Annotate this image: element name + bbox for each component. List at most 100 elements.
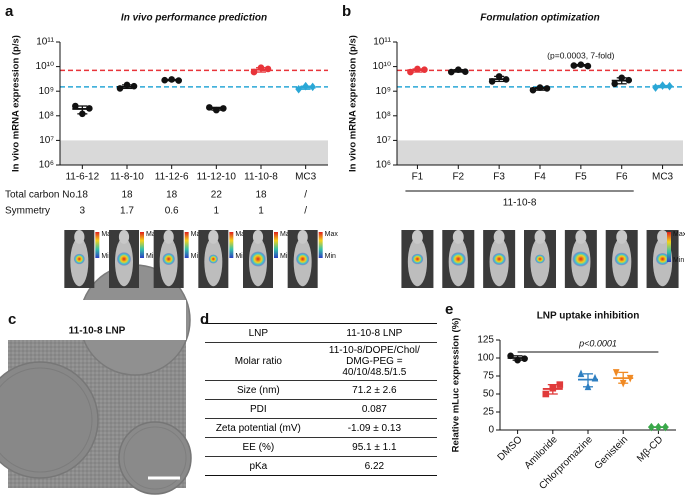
table-row: EE (%) 95.1 ± 1.1	[205, 437, 437, 457]
colorbar	[318, 232, 323, 258]
y-tick-label: 75	[483, 371, 495, 382]
x-tick-label: 11-12-6	[155, 172, 189, 183]
y-tick-label: 10⁷	[376, 135, 391, 146]
mouse-head	[118, 230, 130, 244]
mouse-head	[297, 230, 308, 244]
point	[507, 352, 514, 360]
x-tick-label: 11-10-8	[244, 172, 278, 183]
shaded-range	[60, 140, 328, 165]
row-value: 22	[211, 190, 223, 201]
mouse-image	[442, 230, 475, 288]
row-value: 18	[121, 190, 133, 201]
x-tick-label: F3	[493, 172, 505, 183]
row-value: 18	[166, 190, 178, 201]
point	[529, 86, 537, 94]
mouse-head	[534, 230, 546, 244]
shaded-range	[397, 140, 683, 165]
point	[536, 84, 544, 91]
properties-table: LNP 11-10-8 LNP Molar ratio 11-10-8/DOPE/Ch…	[205, 323, 437, 476]
signal	[162, 252, 175, 266]
point	[591, 373, 599, 382]
point	[612, 369, 620, 377]
chart-title: LNP uptake inhibition	[537, 311, 640, 322]
panel-letter: e	[445, 301, 453, 318]
mouse-image	[243, 230, 273, 288]
colorbar-max: Max	[146, 231, 160, 238]
signal	[535, 254, 545, 264]
point	[584, 382, 592, 391]
table-cell: pKa	[205, 456, 312, 476]
colorbar	[184, 232, 189, 258]
x-tick-label: DMSO	[496, 434, 525, 463]
mouse-image	[64, 230, 95, 288]
point	[461, 68, 469, 76]
table-cell: 95.1 ± 1.1	[311, 437, 437, 457]
mouse-head	[252, 230, 264, 244]
colorbar-max: Max	[101, 231, 115, 238]
mouse-head	[616, 230, 628, 244]
mouse-head	[493, 230, 505, 244]
mouse-image	[646, 230, 679, 288]
point	[116, 85, 124, 92]
y-axis-label: In vivo mRNA expression (p/s)	[11, 35, 22, 172]
point	[161, 76, 168, 84]
point	[206, 104, 213, 111]
row-value: 1	[258, 206, 264, 217]
row-value: 18	[255, 190, 267, 201]
point	[488, 78, 496, 85]
y-tick-label: 10⁷	[39, 135, 54, 146]
mouse-head	[208, 230, 219, 244]
mouse-image	[287, 230, 318, 288]
y-tick-label: 125	[477, 335, 494, 346]
point	[611, 80, 619, 88]
panel-letter: d	[200, 311, 209, 328]
panel-letter: c	[8, 311, 16, 328]
point	[414, 65, 421, 73]
panel-letter: a	[5, 3, 14, 20]
point	[421, 66, 428, 73]
y-tick-label: 10¹⁰	[36, 61, 54, 72]
point	[309, 82, 316, 92]
y-tick-label: 10⁶	[39, 160, 54, 171]
colorbar	[229, 232, 234, 258]
table-row: LNP 11-10-8 LNP	[205, 323, 437, 343]
y-tick-label: 10⁹	[376, 86, 391, 97]
point	[502, 76, 510, 83]
point	[521, 355, 528, 363]
signal	[208, 254, 219, 264]
mouse-image	[605, 230, 638, 288]
signal	[572, 251, 590, 267]
annotation: p<0.0001	[578, 338, 617, 348]
mouse-image	[153, 230, 184, 288]
table-cell: PDI	[205, 399, 312, 419]
point	[577, 369, 585, 378]
point	[250, 68, 258, 76]
table-cell: 71.2 ± 2.6	[311, 380, 437, 400]
point	[130, 82, 138, 90]
point	[79, 110, 86, 118]
x-tick-label: MC3	[652, 172, 674, 183]
table-cell: Size (nm)	[205, 380, 312, 400]
point	[549, 384, 557, 392]
point	[295, 84, 302, 94]
table-cell: EE (%)	[205, 437, 312, 457]
signal	[411, 253, 424, 265]
mouse-image	[109, 230, 139, 288]
signal	[614, 252, 629, 266]
row-value: 1.7	[120, 206, 134, 217]
mouse-head	[575, 230, 587, 244]
point	[454, 66, 462, 73]
point	[625, 76, 633, 84]
signal	[116, 252, 132, 266]
x-tick-label: F2	[452, 172, 464, 183]
point	[86, 105, 93, 112]
colorbar-max: Max	[191, 231, 205, 238]
panel-letter: b	[342, 3, 351, 20]
colorbar-min: Min	[673, 257, 684, 264]
colorbar-max: Max	[325, 231, 339, 238]
point	[447, 68, 455, 76]
table-row: Zeta potential (mV) -1.09 ± 0.13	[205, 418, 437, 438]
point	[584, 62, 592, 70]
